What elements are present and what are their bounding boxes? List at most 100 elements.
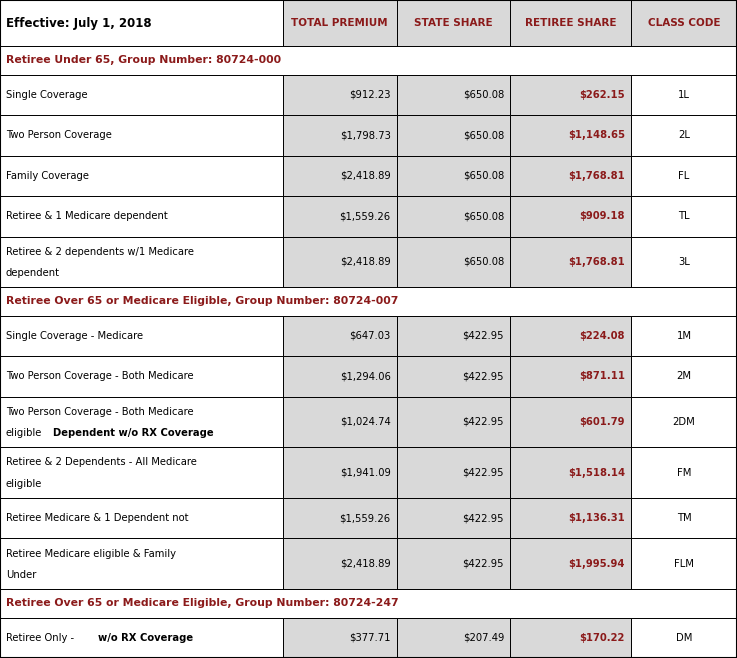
Text: 3L: 3L xyxy=(678,257,690,267)
Bar xyxy=(631,447,737,498)
Text: $422.95: $422.95 xyxy=(463,417,504,427)
Bar xyxy=(283,356,397,397)
Text: $422.95: $422.95 xyxy=(463,331,504,341)
Text: $1,798.73: $1,798.73 xyxy=(340,130,391,140)
Text: $650.08: $650.08 xyxy=(463,211,504,221)
Text: Two Person Coverage: Two Person Coverage xyxy=(6,130,112,140)
Bar xyxy=(397,356,510,397)
Bar xyxy=(631,155,737,196)
Text: Retiree Only -: Retiree Only - xyxy=(6,633,77,643)
Text: FM: FM xyxy=(677,468,691,478)
Bar xyxy=(283,316,397,356)
Text: Retiree Over 65 or Medicare Eligible, Group Number: 80724-007: Retiree Over 65 or Medicare Eligible, Gr… xyxy=(6,296,398,307)
Bar xyxy=(510,617,631,658)
Bar xyxy=(397,196,510,236)
Text: $2,418.89: $2,418.89 xyxy=(340,171,391,181)
Bar xyxy=(0,589,737,617)
Bar xyxy=(283,115,397,155)
Bar xyxy=(0,316,283,356)
Bar xyxy=(283,617,397,658)
Bar xyxy=(631,236,737,287)
Text: $1,559.26: $1,559.26 xyxy=(340,513,391,523)
Text: 2DM: 2DM xyxy=(673,417,695,427)
Bar xyxy=(631,397,737,447)
Text: $207.49: $207.49 xyxy=(463,633,504,643)
Text: $2,418.89: $2,418.89 xyxy=(340,257,391,267)
Text: $262.15: $262.15 xyxy=(579,89,625,100)
Bar xyxy=(0,617,283,658)
Text: $224.08: $224.08 xyxy=(579,331,625,341)
Bar xyxy=(283,498,397,538)
Bar xyxy=(510,356,631,397)
Text: $601.79: $601.79 xyxy=(579,417,625,427)
Bar xyxy=(397,115,510,155)
Text: Retiree & 2 Dependents - All Medicare: Retiree & 2 Dependents - All Medicare xyxy=(6,457,197,467)
Text: $1,559.26: $1,559.26 xyxy=(340,211,391,221)
Text: $1,148.65: $1,148.65 xyxy=(568,130,625,140)
Text: $1,941.09: $1,941.09 xyxy=(340,468,391,478)
Text: Retiree Medicare eligible & Family: Retiree Medicare eligible & Family xyxy=(6,549,176,559)
Text: Under: Under xyxy=(6,570,36,580)
Text: $912.23: $912.23 xyxy=(349,89,391,100)
Bar xyxy=(283,397,397,447)
Bar xyxy=(283,236,397,287)
Text: STATE SHARE: STATE SHARE xyxy=(414,18,492,28)
Text: $871.11: $871.11 xyxy=(579,371,625,382)
Text: eligible: eligible xyxy=(6,428,42,438)
Text: RETIREE SHARE: RETIREE SHARE xyxy=(525,18,616,28)
Bar xyxy=(283,538,397,589)
Text: TL: TL xyxy=(678,211,690,221)
Bar xyxy=(631,0,737,46)
Text: Two Person Coverage - Both Medicare: Two Person Coverage - Both Medicare xyxy=(6,371,194,382)
Bar xyxy=(0,74,283,115)
Bar xyxy=(0,287,737,316)
Text: $1,995.94: $1,995.94 xyxy=(568,559,625,569)
Bar xyxy=(0,538,283,589)
Bar xyxy=(283,196,397,236)
Text: Family Coverage: Family Coverage xyxy=(6,171,89,181)
Bar xyxy=(0,236,283,287)
Bar xyxy=(0,397,283,447)
Text: $647.03: $647.03 xyxy=(349,331,391,341)
Bar xyxy=(0,0,283,46)
Bar xyxy=(510,155,631,196)
Text: $650.08: $650.08 xyxy=(463,257,504,267)
Text: DM: DM xyxy=(676,633,692,643)
Bar xyxy=(510,115,631,155)
Bar xyxy=(510,538,631,589)
Bar xyxy=(283,447,397,498)
Bar xyxy=(283,74,397,115)
Bar xyxy=(510,397,631,447)
Text: $1,024.74: $1,024.74 xyxy=(340,417,391,427)
Bar xyxy=(397,538,510,589)
Text: TM: TM xyxy=(677,513,691,523)
Text: $422.95: $422.95 xyxy=(463,468,504,478)
Text: Retiree Over 65 or Medicare Eligible, Group Number: 80724-247: Retiree Over 65 or Medicare Eligible, Gr… xyxy=(6,598,399,608)
Bar xyxy=(397,155,510,196)
Bar xyxy=(631,115,737,155)
Bar xyxy=(397,617,510,658)
Bar xyxy=(510,0,631,46)
Bar xyxy=(0,356,283,397)
Bar xyxy=(510,498,631,538)
Text: Two Person Coverage - Both Medicare: Two Person Coverage - Both Medicare xyxy=(6,407,194,417)
Text: FL: FL xyxy=(678,171,690,181)
Text: Dependent w/o RX Coverage: Dependent w/o RX Coverage xyxy=(53,428,214,438)
Text: Retiree & 1 Medicare dependent: Retiree & 1 Medicare dependent xyxy=(6,211,167,221)
Text: $170.22: $170.22 xyxy=(579,633,625,643)
Bar xyxy=(631,538,737,589)
Text: CLASS CODE: CLASS CODE xyxy=(648,18,720,28)
Bar xyxy=(631,74,737,115)
Bar xyxy=(631,316,737,356)
Bar xyxy=(631,196,737,236)
Bar xyxy=(397,236,510,287)
Bar xyxy=(631,617,737,658)
Bar xyxy=(283,0,397,46)
Text: 2L: 2L xyxy=(678,130,690,140)
Bar xyxy=(397,397,510,447)
Text: $2,418.89: $2,418.89 xyxy=(340,559,391,569)
Bar xyxy=(0,498,283,538)
Bar xyxy=(510,236,631,287)
Text: $422.95: $422.95 xyxy=(463,559,504,569)
Bar xyxy=(510,74,631,115)
